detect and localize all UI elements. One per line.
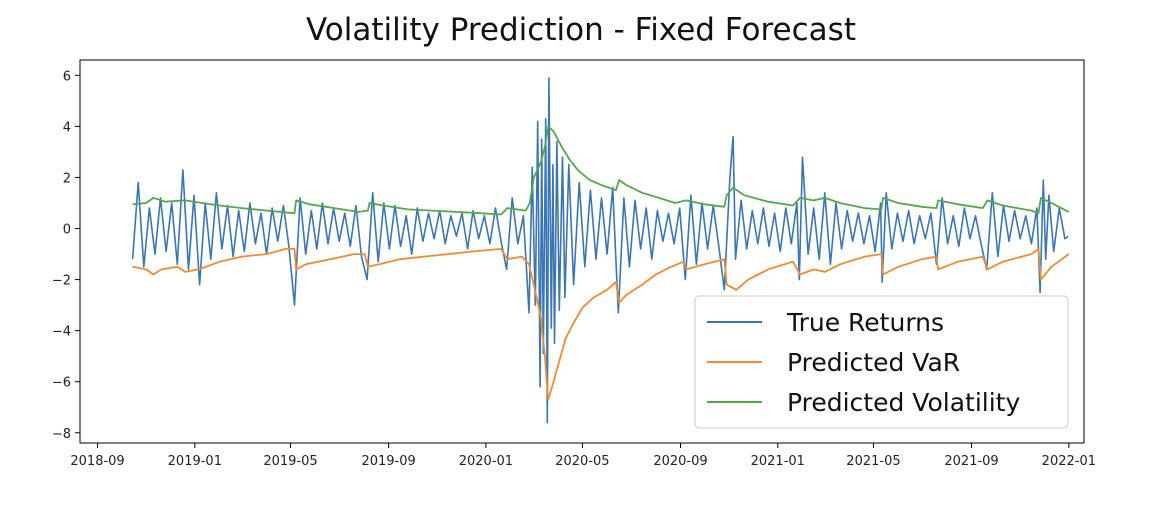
x-tick-label: 2020-01	[459, 454, 513, 469]
x-tick-label: 2022-01	[1042, 454, 1096, 469]
y-tick-label: −8	[52, 427, 71, 442]
predicted-var-line	[132, 248, 1070, 401]
y-tick-label: 4	[63, 120, 71, 135]
x-tick-label: 2020-09	[653, 454, 707, 469]
legend-label: True Returns	[786, 308, 944, 337]
x-tick-label: 2020-05	[555, 454, 609, 469]
y-tick-label: −6	[52, 376, 71, 391]
y-tick-label: −4	[52, 325, 71, 340]
x-tick-label: 2018-09	[70, 454, 124, 469]
legend-label: Predicted Volatility	[787, 388, 1020, 417]
series-lines	[131, 77, 1070, 424]
legend-label: Predicted VaR	[787, 348, 960, 377]
y-axis: −8 −6 −4 −2 0 2 4 6	[52, 69, 80, 442]
y-tick-label: 2	[63, 171, 71, 186]
x-tick-label: 2021-01	[751, 454, 805, 469]
chart-title: Volatility Prediction - Fixed Forecast	[306, 12, 856, 48]
x-tick-label: 2019-05	[263, 454, 317, 469]
predicted-volatility-line	[132, 125, 1070, 216]
y-tick-label: 0	[63, 223, 71, 238]
x-tick-label: 2021-09	[944, 454, 998, 469]
true-returns-line	[131, 77, 1069, 424]
x-axis: 2018-09 2019-01 2019-05 2019-09 2020-01 2020-…	[70, 443, 1096, 469]
x-tick-label: 2019-01	[168, 454, 222, 469]
legend: True Returns Predicted VaR Predicted Volat…	[694, 295, 1069, 429]
legend-box	[694, 295, 1069, 429]
x-tick-label: 2021-05	[846, 454, 900, 469]
y-tick-label: −2	[52, 274, 71, 289]
x-tick-label: 2019-09	[361, 454, 415, 469]
y-tick-label: 6	[63, 69, 71, 84]
